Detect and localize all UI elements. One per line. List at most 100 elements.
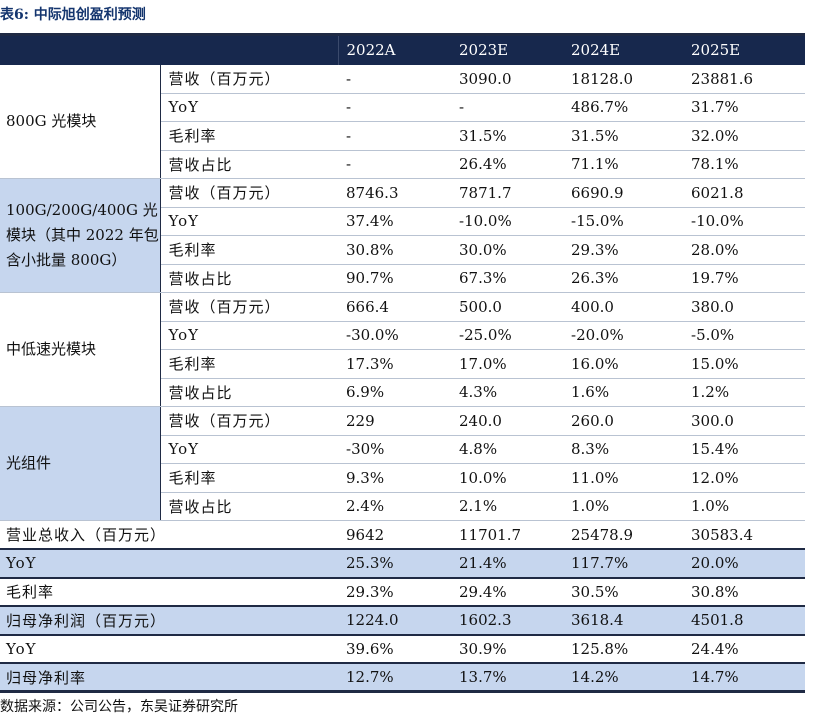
value-cell: 90.7%: [338, 264, 451, 293]
value-cell: 16.0%: [563, 349, 683, 379]
value-cell: 29.3%: [563, 235, 683, 265]
header-corner-cell: [0, 34, 339, 65]
value-cell: 29.3%: [338, 577, 451, 607]
table-row: 光组件 营收（百万元） 229 240.0 260.0 300.0: [0, 406, 805, 521]
table-row: 800G 光模块 营收（百万元） -3090.0 18128.0 23881.6: [0, 64, 805, 179]
value-cell: -10.0%: [683, 207, 805, 236]
data-source-note: 数据来源：公司公告，东吴证券研究所: [0, 699, 238, 715]
table-row: 营收占比 2.4% 2.1% 1.0% 1.0%: [0, 492, 805, 521]
value-cell: 229: [338, 406, 451, 436]
value-cell: 10.0%: [451, 463, 563, 493]
value-cell: -5.0%: [683, 321, 805, 350]
value-cell: 31.7%: [683, 93, 805, 122]
value-cell: 14.7%: [683, 663, 805, 693]
value-cell: 78.1%: [683, 150, 805, 179]
value-cell: -30.0%: [338, 321, 451, 350]
value-cell: 9642: [338, 520, 451, 550]
summary-label-cell: 毛利率: [0, 577, 338, 607]
summary-row: YoY 39.6% 30.9% 125.8% 24.4%: [0, 634, 805, 664]
column-header: 2025E: [683, 34, 805, 65]
segment-name-cell: 中低速光模块: [0, 292, 161, 407]
table-row: 中低速光模块 营收（百万元） 666.4 500.0 400.0 380.0: [0, 292, 805, 407]
table-row: 毛利率 30.8% 30.0% 29.3% 28.0%: [0, 235, 805, 265]
value-cell: 2.1%: [451, 492, 563, 521]
value-cell: 1224.0: [338, 606, 451, 636]
value-cell: 20.0%: [683, 549, 805, 579]
value-cell: 486.7%: [563, 93, 683, 122]
value-cell: 30.0%: [451, 235, 563, 265]
table-row: 毛利率 9.3% 10.0% 11.0% 12.0%: [0, 463, 805, 493]
value-cell: 17.0%: [451, 349, 563, 379]
metric-label-cell: 营收（百万元）: [160, 292, 338, 322]
value-cell: 300.0: [683, 406, 805, 436]
table-row: YoY 37.4% -10.0% -15.0% -10.0%: [0, 207, 805, 236]
metric-label-cell: 营收占比: [160, 150, 338, 179]
metric-label-cell: 营收占比: [160, 492, 338, 521]
summary-row: 营业总收入（百万元） 9642 11701.7 25478.9 30583.4: [0, 520, 805, 550]
table-row: YoY -30% 4.8% 8.3% 15.4%: [0, 435, 805, 464]
value-cell: 67.3%: [451, 264, 563, 293]
metric-label-cell: YoY: [160, 435, 338, 464]
value-cell: 6690.9: [563, 178, 683, 208]
value-cell: 30583.4: [683, 520, 805, 550]
value-cell: 26.4%: [451, 150, 563, 179]
value-cell: 17.3%: [338, 349, 451, 379]
metric-label-cell: YoY: [160, 321, 338, 350]
value-cell: 666.4: [338, 292, 451, 322]
summary-row: YoY 25.3% 21.4% 117.7% 20.0%: [0, 549, 805, 579]
value-cell: 18128.0: [563, 64, 683, 94]
value-cell: 30.8%: [338, 235, 451, 265]
value-cell: 30.8%: [683, 577, 805, 607]
metric-label-cell: 营收（百万元）: [160, 64, 338, 94]
metric-label-cell: YoY: [160, 207, 338, 236]
value-cell: 3090.0: [451, 64, 563, 94]
value-cell: 2.4%: [338, 492, 451, 521]
summary-label-cell: YoY: [0, 549, 338, 579]
value-cell: -: [338, 121, 451, 151]
value-cell: 1602.3: [451, 606, 563, 636]
metric-label-cell: 毛利率: [160, 349, 338, 379]
value-cell: -: [338, 93, 451, 122]
value-cell: 23881.6: [683, 64, 805, 94]
table-header-row: 2022A 2023E 2024E 2025E: [0, 34, 805, 65]
table-row: 营收占比 -26.4% 71.1% 78.1%: [0, 150, 805, 179]
value-cell: 380.0: [683, 292, 805, 322]
value-cell: 31.5%: [563, 121, 683, 151]
value-cell: -10.0%: [451, 207, 563, 236]
value-cell: 6.9%: [338, 378, 451, 407]
value-cell: 25478.9: [563, 520, 683, 550]
table-body: 800G 光模块 营收（百万元） -3090.0 18128.0 23881.6 YoY -…: [0, 64, 805, 693]
column-header: 2023E: [451, 34, 563, 65]
table-row: YoY -30.0% -25.0% -20.0% -5.0%: [0, 321, 805, 350]
value-cell: 30.9%: [451, 634, 563, 664]
value-cell: 24.4%: [683, 634, 805, 664]
table-row: 营收占比 90.7% 67.3% 26.3% 19.7%: [0, 264, 805, 293]
metric-label-cell: 营收占比: [160, 264, 338, 293]
value-cell: 1.0%: [563, 492, 683, 521]
value-cell: 260.0: [563, 406, 683, 436]
value-cell: 240.0: [451, 406, 563, 436]
metric-label-cell: 毛利率: [160, 235, 338, 265]
metric-label-cell: 营收（百万元）: [160, 178, 338, 208]
value-cell: 21.4%: [451, 549, 563, 579]
summary-label-cell: 归母净利率: [0, 663, 338, 693]
table-row: 营收占比 6.9% 4.3% 1.6% 1.2%: [0, 378, 805, 407]
segment-name-cell: 100G/200G/400G 光模块（其中 2022 年包含小批量 800G）: [0, 178, 161, 293]
value-cell: 1.0%: [683, 492, 805, 521]
value-cell: 125.8%: [563, 634, 683, 664]
value-cell: 12.0%: [683, 463, 805, 493]
summary-label-cell: 营业总收入（百万元）: [0, 520, 338, 550]
value-cell: 28.0%: [683, 235, 805, 265]
value-cell: 3618.4: [563, 606, 683, 636]
summary-label-cell: YoY: [0, 634, 338, 664]
value-cell: 26.3%: [563, 264, 683, 293]
value-cell: 32.0%: [683, 121, 805, 151]
segment-name-cell: 800G 光模块: [0, 64, 161, 179]
table-title: 表6: 中际旭创盈利预测: [0, 7, 146, 23]
summary-row: 归母净利率 12.7% 13.7% 14.2% 14.7%: [0, 663, 805, 693]
value-cell: 1.6%: [563, 378, 683, 407]
value-cell: -20.0%: [563, 321, 683, 350]
metric-label-cell: YoY: [160, 93, 338, 122]
metric-label-cell: 营收占比: [160, 378, 338, 407]
value-cell: -15.0%: [563, 207, 683, 236]
